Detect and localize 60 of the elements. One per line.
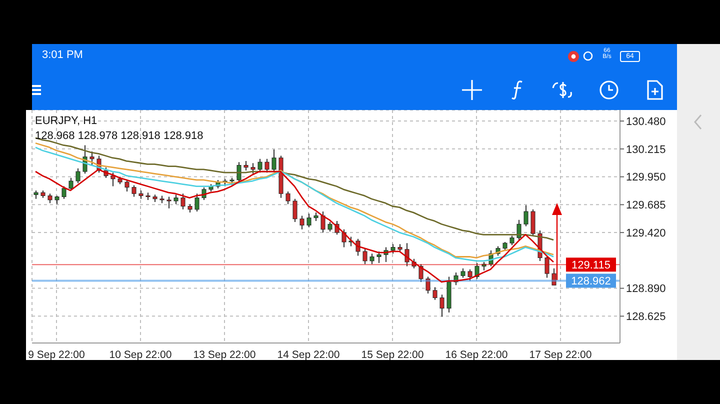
y-tick-label: 129.950 [626, 172, 666, 184]
candlestick [426, 276, 430, 294]
candlestick [524, 204, 528, 227]
candlestick [510, 235, 514, 246]
candlestick [174, 194, 178, 205]
candlestick [370, 253, 374, 265]
candlestick [530, 208, 536, 236]
candlestick [258, 158, 262, 174]
y-tick-label: 129.420 [626, 227, 666, 240]
text: EURJPY, H1 [35, 115, 98, 127]
y-tick-label: 129.685 [626, 200, 666, 212]
candlestick [552, 268, 556, 286]
candlestick [418, 264, 424, 282]
candlestick [468, 268, 472, 282]
candlestick [544, 255, 550, 278]
candlestick [264, 158, 270, 174]
candlestick [292, 198, 298, 223]
y-tick-label: 130.215 [626, 144, 666, 156]
candlestick [180, 193, 186, 210]
candlestick [362, 248, 368, 265]
candlestick [166, 196, 172, 209]
candlestick [516, 219, 522, 240]
x-tick-label: 10 Sep 22:00 [109, 349, 172, 361]
candlestick [300, 215, 304, 230]
x-tick-label: 13 Sep 22:00 [193, 349, 256, 361]
candlestick [194, 193, 200, 212]
candlestick [244, 160, 248, 171]
text: 128.968 128.978 128.918 128.918 [35, 130, 204, 142]
candlestick [48, 193, 52, 204]
candlestick [62, 186, 66, 200]
candlestick [90, 151, 94, 166]
text: 3:01 PM [42, 49, 83, 61]
candlestick [328, 222, 332, 232]
candlestick [432, 286, 438, 300]
candlestick [342, 228, 346, 248]
y-tick-label: 128.625 [626, 311, 666, 324]
candlestick [124, 179, 130, 192]
candlestick [376, 250, 382, 264]
x-tick-label: 15 Sep 22:00 [361, 349, 424, 361]
candlestick [440, 294, 444, 318]
candlestick [404, 242, 410, 267]
x-tick-label: 14 Sep 22:00 [277, 349, 340, 361]
ref-line-label: 128.962 [571, 276, 611, 288]
candlestick [306, 213, 312, 228]
candlestick [320, 211, 326, 234]
candlestick [460, 268, 466, 278]
candlestick [132, 184, 136, 198]
candlestick [390, 244, 396, 254]
candlestick [76, 168, 80, 184]
candlestick [272, 148, 276, 172]
y-tick-label: 130.480 [626, 116, 666, 128]
x-tick-label: 9 Sep 22:00 [28, 349, 85, 361]
candlestick [286, 191, 290, 205]
ref-line-label: 129.115 [572, 260, 610, 272]
x-tick-label: 16 Sep 22:00 [445, 349, 508, 361]
candlestick [68, 177, 74, 191]
candlestick [250, 162, 256, 174]
y-tick-label: 128.890 [626, 283, 666, 296]
candlestick [110, 172, 116, 187]
x-tick-label: 17 Sep 22:00 [529, 349, 592, 361]
